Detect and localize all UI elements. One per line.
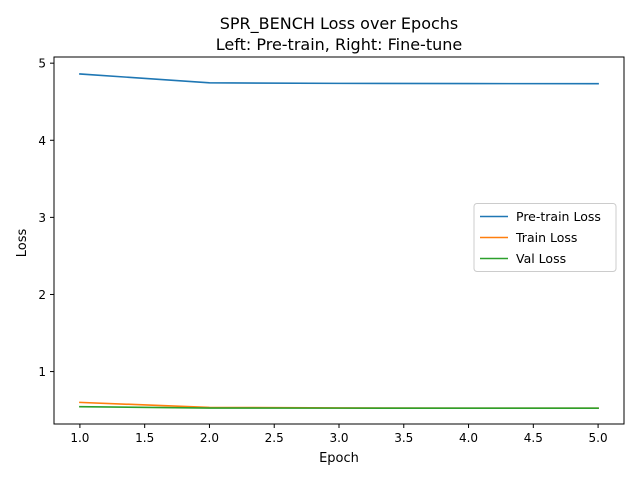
x-tick-label: 3.0	[329, 431, 348, 445]
series-line-2	[79, 405, 599, 409]
y-tick-label: 5	[38, 57, 46, 71]
y-tick-label: 2	[38, 288, 46, 302]
legend: Pre-train Loss Train Loss Val Loss	[473, 203, 617, 272]
y-tick-label: 3	[38, 211, 46, 225]
y-axis-label: Loss	[15, 229, 30, 258]
plot-area: 1.0 1.5 2.0 2.5 3.0 3.5 4.0 4.5 5.0 1 2 3 4 5	[38, 56, 625, 445]
x-tick-label: 2.5	[265, 431, 284, 445]
x-tick-label: 4.0	[459, 431, 478, 445]
x-tick-label: 5.0	[589, 431, 608, 445]
legend-label-1: Train Loss	[515, 230, 577, 245]
series-line-0	[79, 73, 599, 85]
x-axis-label: Epoch	[319, 451, 359, 466]
y-tick-label: 1	[38, 365, 46, 379]
legend-box	[473, 203, 617, 272]
x-tick-label: 3.5	[394, 431, 413, 445]
legend-label-0: Pre-train Loss	[516, 209, 601, 224]
x-tick-label: 1.0	[70, 431, 89, 445]
chart-subtitle: Left: Pre-train, Right: Fine-tune	[216, 35, 462, 54]
x-tick-label: 4.5	[524, 431, 543, 445]
x-tick-label: 2.0	[200, 431, 219, 445]
legend-label-2: Val Loss	[516, 251, 566, 266]
chart-title: SPR_BENCH Loss over Epochs	[220, 14, 459, 34]
y-tick-label: 4	[38, 134, 46, 148]
x-tick-label: 1.5	[135, 431, 154, 445]
